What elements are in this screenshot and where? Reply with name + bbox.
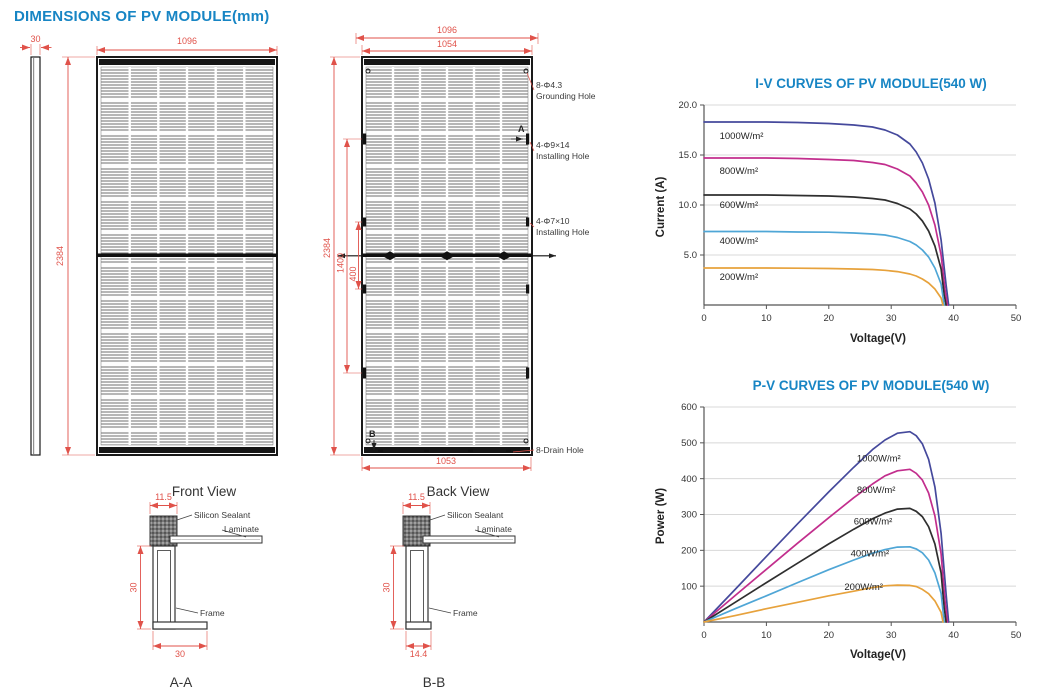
x-tick-label: 0 — [701, 630, 706, 641]
series-line — [703, 194, 947, 306]
dim-back-install-span-inner: 400 — [348, 266, 358, 281]
series-line — [703, 507, 947, 623]
series-line — [703, 430, 950, 623]
install9-hole-label-line2: Installing Hole — [536, 151, 590, 161]
back-view-caption: Back View — [427, 484, 490, 499]
series-label: 600W/m² — [720, 200, 759, 211]
iv-chart-ylabel: Current (A) — [655, 176, 667, 238]
section-aa-caption: A-A — [170, 675, 193, 690]
section-bb-caption: B-B — [423, 675, 446, 690]
junction-box-line — [338, 251, 556, 261]
section-marker-b: B — [369, 429, 376, 439]
side-view-drawing: 30 — [20, 34, 52, 456]
series-line — [703, 584, 944, 623]
series-label: 1000W/m² — [857, 453, 901, 464]
series-label: 200W/m² — [844, 582, 883, 593]
section-bb-drawing: 11.5 30 14.4 Silicon Sealant Laminate Fr… — [382, 492, 516, 690]
series-line — [703, 545, 946, 623]
back-annotations: 8-Φ4.3 Grounding Hole A 4-Φ9×14 Installi… — [369, 72, 596, 455]
iv-chart-title: I-V CURVES OF PV MODULE(540 W) — [755, 76, 987, 91]
iv-chart-block: I-V CURVES OF PV MODULE(540 W) Current (… — [648, 76, 1052, 345]
x-tick-label: 10 — [761, 313, 772, 324]
dim-back-height: 2384 — [322, 238, 332, 258]
dim-bb-side: 30 — [382, 582, 392, 592]
aa-frame-label: Frame — [200, 608, 225, 618]
iv-chart-canvas: 0 10 20 30 40 50 5.0 10.0 15.0 20.0 1000W/m² 800W/m… — [679, 100, 1022, 324]
series-line — [703, 121, 950, 306]
bb-sealant-label: Silicon Sealant — [447, 510, 504, 520]
dim-side-thickness: 30 — [30, 34, 40, 44]
install9-hole-label-line1: 4-Φ9×14 — [536, 140, 570, 150]
dimension-drawings: 30 1096 2384 Front View — [20, 25, 596, 690]
grounding-hole-label-line1: 8-Φ4.3 — [536, 80, 562, 90]
series-line — [703, 230, 946, 306]
series-line — [703, 157, 949, 306]
series-label: 600W/m² — [854, 517, 893, 528]
pv-chart-xlabel: Voltage(V) — [849, 649, 906, 661]
dim-aa-side: 30 — [129, 582, 139, 592]
series-line — [703, 468, 949, 623]
drain-hole-label: 8-Drain Hole — [536, 445, 584, 455]
pv-chart-canvas: 0 10 20 30 40 50 100 200 300 400 500 600 1000W/m² 800… — [681, 402, 1022, 641]
x-tick-label: 40 — [948, 630, 959, 641]
y-tick-label: 15.0 — [679, 150, 698, 161]
pv-chart-title: P-V CURVES OF PV MODULE(540 W) — [752, 378, 990, 393]
pv-chart-ylabel: Power (W) — [655, 487, 667, 545]
aa-laminate-label: Laminate — [224, 524, 259, 534]
x-tick-label: 0 — [701, 313, 706, 324]
dim-back-install-span: 1400 — [336, 253, 346, 273]
page-title: DIMENSIONS OF PV MODULE(mm) — [14, 8, 270, 25]
grounding-hole-label-line2: Grounding Hole — [536, 91, 596, 101]
series-line — [703, 267, 944, 306]
y-tick-label: 200 — [681, 546, 697, 557]
series-label: 400W/m² — [720, 236, 759, 247]
x-tick-label: 30 — [886, 630, 897, 641]
series-label: 800W/m² — [857, 485, 896, 496]
dim-bb-bottom: 14.4 — [410, 649, 428, 659]
x-tick-label: 20 — [824, 630, 835, 641]
section-aa-drawing: 11.5 30 30 Silicon Sealant Laminate Fram… — [129, 492, 263, 690]
dim-front-height: 2384 — [55, 246, 65, 266]
grounding-holes — [365, 68, 529, 444]
install7-hole-label-line2: Installing Hole — [536, 227, 590, 237]
front-view-drawing: 1096 2384 Front View — [55, 36, 278, 499]
y-tick-label: 5.0 — [684, 250, 697, 261]
y-tick-label: 600 — [681, 402, 697, 413]
y-tick-label: 10.0 — [679, 200, 698, 211]
dim-aa-top: 11.5 — [155, 492, 172, 502]
y-tick-label: 300 — [681, 510, 697, 521]
pv-chart-block: P-V CURVES OF PV MODULE(540 W) Power (W)… — [648, 378, 1052, 661]
back-view-drawing: 1096 1054 2384 1400 400 1053 8-Φ4.3 Grou… — [322, 25, 596, 499]
x-tick-label: 30 — [886, 313, 897, 324]
x-tick-label: 50 — [1011, 313, 1022, 324]
dim-aa-bottom: 30 — [175, 649, 185, 659]
y-tick-label: 400 — [681, 474, 697, 485]
series-label: 200W/m² — [720, 272, 759, 283]
dim-back-width-outer: 1096 — [437, 25, 457, 35]
series-label: 400W/m² — [851, 548, 890, 559]
dim-front-width: 1096 — [177, 36, 197, 46]
installing-holes — [363, 133, 530, 379]
y-tick-label: 500 — [681, 438, 697, 449]
x-tick-label: 40 — [948, 313, 959, 324]
install7-hole-label-line1: 4-Φ7×10 — [536, 216, 570, 226]
y-tick-label: 20.0 — [679, 100, 698, 111]
iv-chart-xlabel: Voltage(V) — [849, 333, 906, 345]
x-tick-label: 10 — [761, 630, 772, 641]
series-label: 800W/m² — [720, 166, 759, 177]
section-marker-a: A — [518, 124, 525, 134]
x-tick-label: 20 — [824, 313, 835, 324]
y-tick-label: 100 — [681, 581, 697, 592]
drain-holes — [378, 449, 511, 452]
dim-back-width-inner: 1054 — [437, 39, 457, 49]
front-view-caption: Front View — [172, 484, 237, 499]
bb-laminate-label: Laminate — [477, 524, 512, 534]
x-tick-label: 50 — [1011, 630, 1022, 641]
dim-bb-top: 11.5 — [408, 492, 425, 502]
series-label: 1000W/m² — [720, 131, 764, 142]
dim-back-bottom-width: 1053 — [436, 456, 456, 466]
aa-sealant-label: Silicon Sealant — [194, 510, 251, 520]
bb-frame-label: Frame — [453, 608, 478, 618]
